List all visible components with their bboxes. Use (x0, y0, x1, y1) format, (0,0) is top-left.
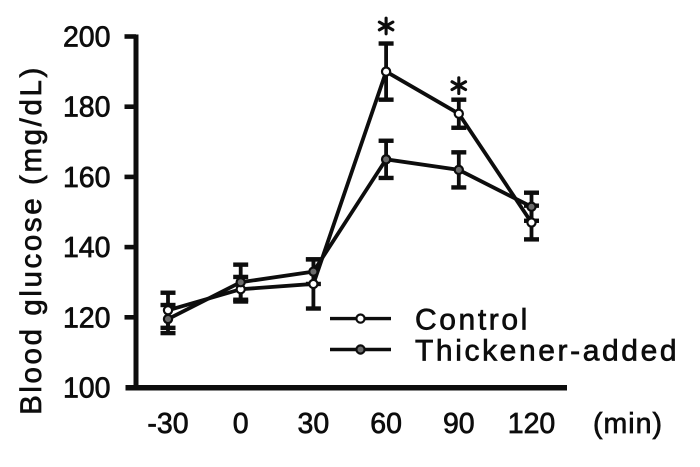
legend-item-control: Control (330, 303, 530, 337)
x-tick-label-60: 60 (370, 408, 402, 440)
x-axis-title: (min) (593, 408, 663, 440)
filled-circle-marker (162, 313, 174, 325)
asterisk-arm (450, 80, 468, 92)
y-tick-label-120: 120 (63, 302, 111, 334)
x-tick-label--30: -30 (147, 408, 188, 440)
legend-filled-circle-marker (355, 344, 366, 355)
filled-circle-marker (308, 266, 319, 277)
open-circle-marker (526, 217, 537, 228)
series-markers-thickener-added (162, 154, 537, 325)
legend-label-thickener-added: Thickener-added (415, 335, 679, 368)
filled-circle-marker (235, 277, 246, 288)
y-tick-label-160: 160 (63, 162, 111, 194)
y-tick-label-180: 180 (63, 92, 111, 124)
series-line-control (167, 68, 534, 313)
x-tick-label-90: 90 (443, 408, 475, 440)
significance-asterisk-60 (377, 16, 395, 36)
y-tick-label-100: 100 (63, 373, 111, 405)
significance-asterisk-90 (450, 76, 468, 95)
filled-circle-marker (380, 154, 392, 165)
open-circle-marker (380, 66, 392, 77)
x-tick-label-0: 0 (233, 408, 249, 440)
asterisk-arm (377, 20, 395, 32)
open-circle-marker (308, 278, 319, 290)
legend-open-circle-marker (355, 313, 366, 324)
x-tick-label-30: 30 (298, 408, 330, 440)
open-circle-marker (453, 108, 464, 119)
x-tick-label-120: 120 (508, 408, 556, 440)
y-axis-title: Blood glucose (mg/dL) (15, 65, 48, 415)
error-bars (160, 41, 539, 336)
y-tick-label-140: 140 (63, 232, 111, 264)
y-tick-label-200: 200 (63, 22, 111, 54)
filled-circle-marker (453, 164, 464, 176)
open-circle-marker (162, 305, 174, 316)
filled-circle-marker (526, 201, 537, 212)
legend-label-control: Control (415, 304, 530, 337)
series-line-thickener-added (167, 157, 533, 321)
series-markers-control (162, 66, 537, 316)
legend-item-thickener-added: Thickener-added (330, 334, 679, 368)
